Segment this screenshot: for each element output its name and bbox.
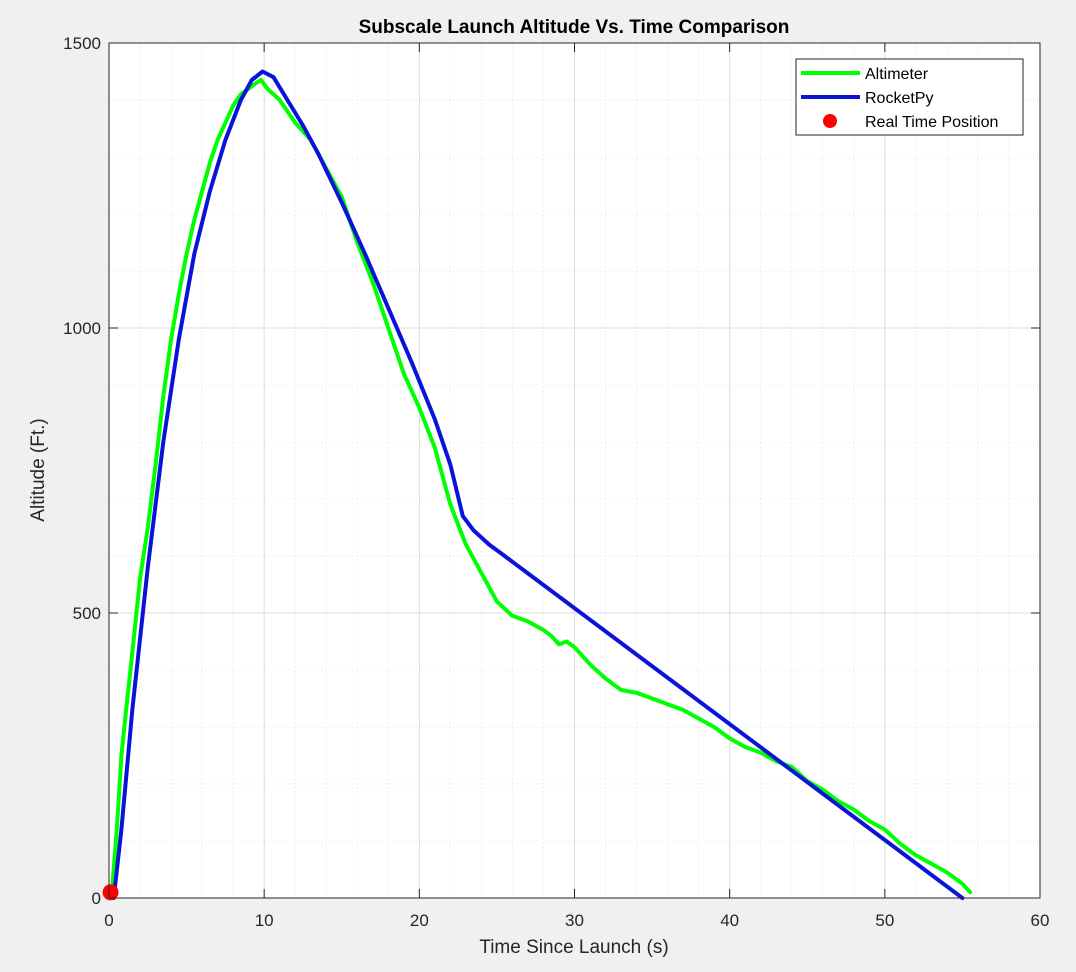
axis-ticks (108, 42, 1041, 899)
legend-label-real-time-position: Real Time Position (865, 114, 998, 131)
y-tick-label: 1500 (63, 34, 101, 53)
x-tick-label: 60 (1031, 911, 1050, 930)
x-tick-label: 30 (565, 911, 584, 930)
x-tick-label: 20 (410, 911, 429, 930)
x-tick-label: 10 (255, 911, 274, 930)
chart-title: Subscale Launch Altitude Vs. Time Compar… (359, 17, 790, 38)
series-line-rocketpy (111, 69, 965, 900)
minor-grid (109, 43, 1040, 898)
legend: Altimeter RocketPy Real Time Position (795, 58, 1024, 136)
legend-swatch-real-time-position (823, 114, 837, 128)
series-line-altimeter (110, 78, 973, 895)
series-layer (110, 69, 973, 900)
marker-layer (102, 884, 119, 901)
tick-labels: 0 10 20 30 40 50 60 0 500 1000 1500 (63, 34, 1049, 930)
x-tick-label: 50 (875, 911, 894, 930)
x-tick-label: 0 (104, 911, 113, 930)
x-axis-label: Time Since Launch (s) (479, 937, 668, 958)
legend-label-rocketpy: RocketPy (865, 90, 933, 107)
y-axis-label: Altitude (Ft.) (28, 418, 49, 521)
y-tick-label: 1000 (63, 319, 101, 338)
legend-label-altimeter: Altimeter (865, 66, 929, 83)
marker-real-time-position (102, 884, 119, 901)
y-tick-label: 0 (92, 889, 101, 908)
x-tick-label: 40 (720, 911, 739, 930)
y-tick-label: 500 (73, 604, 101, 623)
